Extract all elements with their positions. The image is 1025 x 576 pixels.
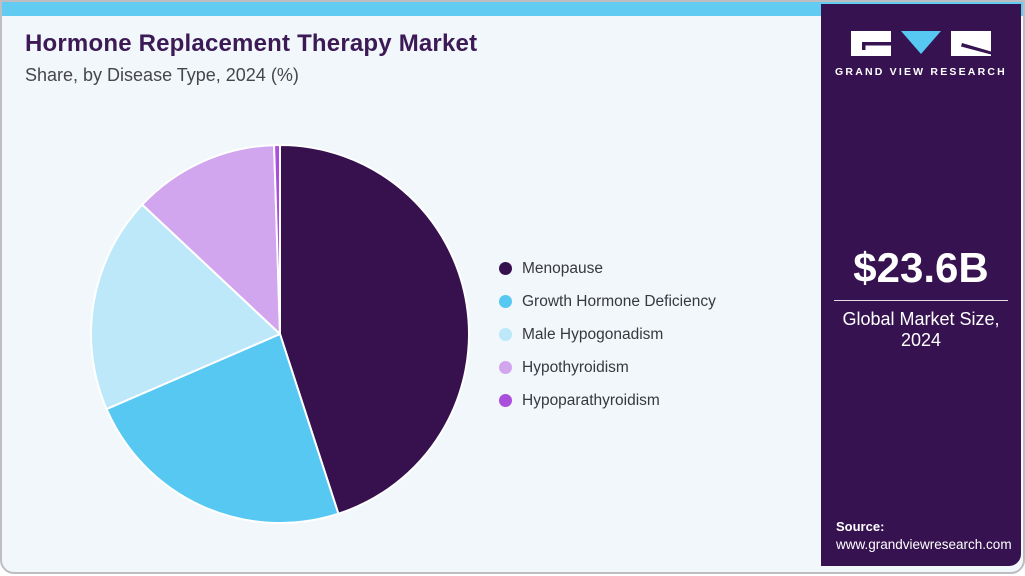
legend-dot-icon xyxy=(499,328,512,341)
legend-label: Menopause xyxy=(522,259,604,277)
market-size-caption: Global Market Size, 2024 xyxy=(842,309,1000,351)
divider xyxy=(834,300,1008,301)
legend-label: Growth Hormone Deficiency xyxy=(522,292,716,310)
page-title: Hormone Replacement Therapy Market xyxy=(25,30,478,57)
pie-slice-hypoparathyroidism xyxy=(273,143,281,335)
pie-slice-male-hypogonadism xyxy=(89,203,281,411)
legend-item: Menopause xyxy=(499,252,716,285)
legend-item: Growth Hormone Deficiency xyxy=(499,285,716,318)
legend-dot-icon xyxy=(499,262,512,275)
chart-legend: Menopause Growth Hormone Deficiency Male H… xyxy=(499,252,716,417)
legend-label: Male Hypogonadism xyxy=(522,325,664,343)
brand-name: GRAND VIEW RESEARCH xyxy=(835,66,1007,78)
market-size-value: $23.6B xyxy=(853,244,989,291)
pie-slice-hypothyroidism xyxy=(141,144,281,335)
pie-chart-svg xyxy=(89,143,470,524)
gvr-logo-glyphs xyxy=(851,31,991,56)
legend-item: Hypothyroidism xyxy=(499,351,716,384)
gvr-logo-icon xyxy=(821,30,1021,58)
header: Hormone Replacement Therapy Market Share… xyxy=(25,30,795,86)
source-url: www.grandviewresearch.com xyxy=(836,537,1012,552)
sidebar: GRAND VIEW RESEARCH $23.6B Global Market… xyxy=(821,4,1021,566)
legend-dot-icon xyxy=(499,361,512,374)
top-accent-bar xyxy=(2,2,1023,16)
legend-label: Hypothyroidism xyxy=(522,358,629,376)
source-label: Source: xyxy=(836,519,885,534)
pie-slice-growth-hormone-deficiency xyxy=(105,333,340,524)
legend-item: Male Hypogonadism xyxy=(499,318,716,351)
pie-slice-menopause xyxy=(279,144,470,515)
brand-logo: GRAND VIEW RESEARCH xyxy=(821,30,1021,78)
legend-dot-icon xyxy=(499,394,512,407)
legend-item: Hypoparathyroidism xyxy=(499,384,716,417)
source-block: Source: www.grandviewresearch.com xyxy=(836,519,1012,552)
legend-dot-icon xyxy=(499,295,512,308)
market-size-block: $23.6B Global Market Size, 2024 xyxy=(821,244,1021,351)
legend-label: Hypoparathyroidism xyxy=(522,391,660,409)
page-subtitle: Share, by Disease Type, 2024 (%) xyxy=(25,65,299,85)
pie-chart xyxy=(88,142,472,526)
